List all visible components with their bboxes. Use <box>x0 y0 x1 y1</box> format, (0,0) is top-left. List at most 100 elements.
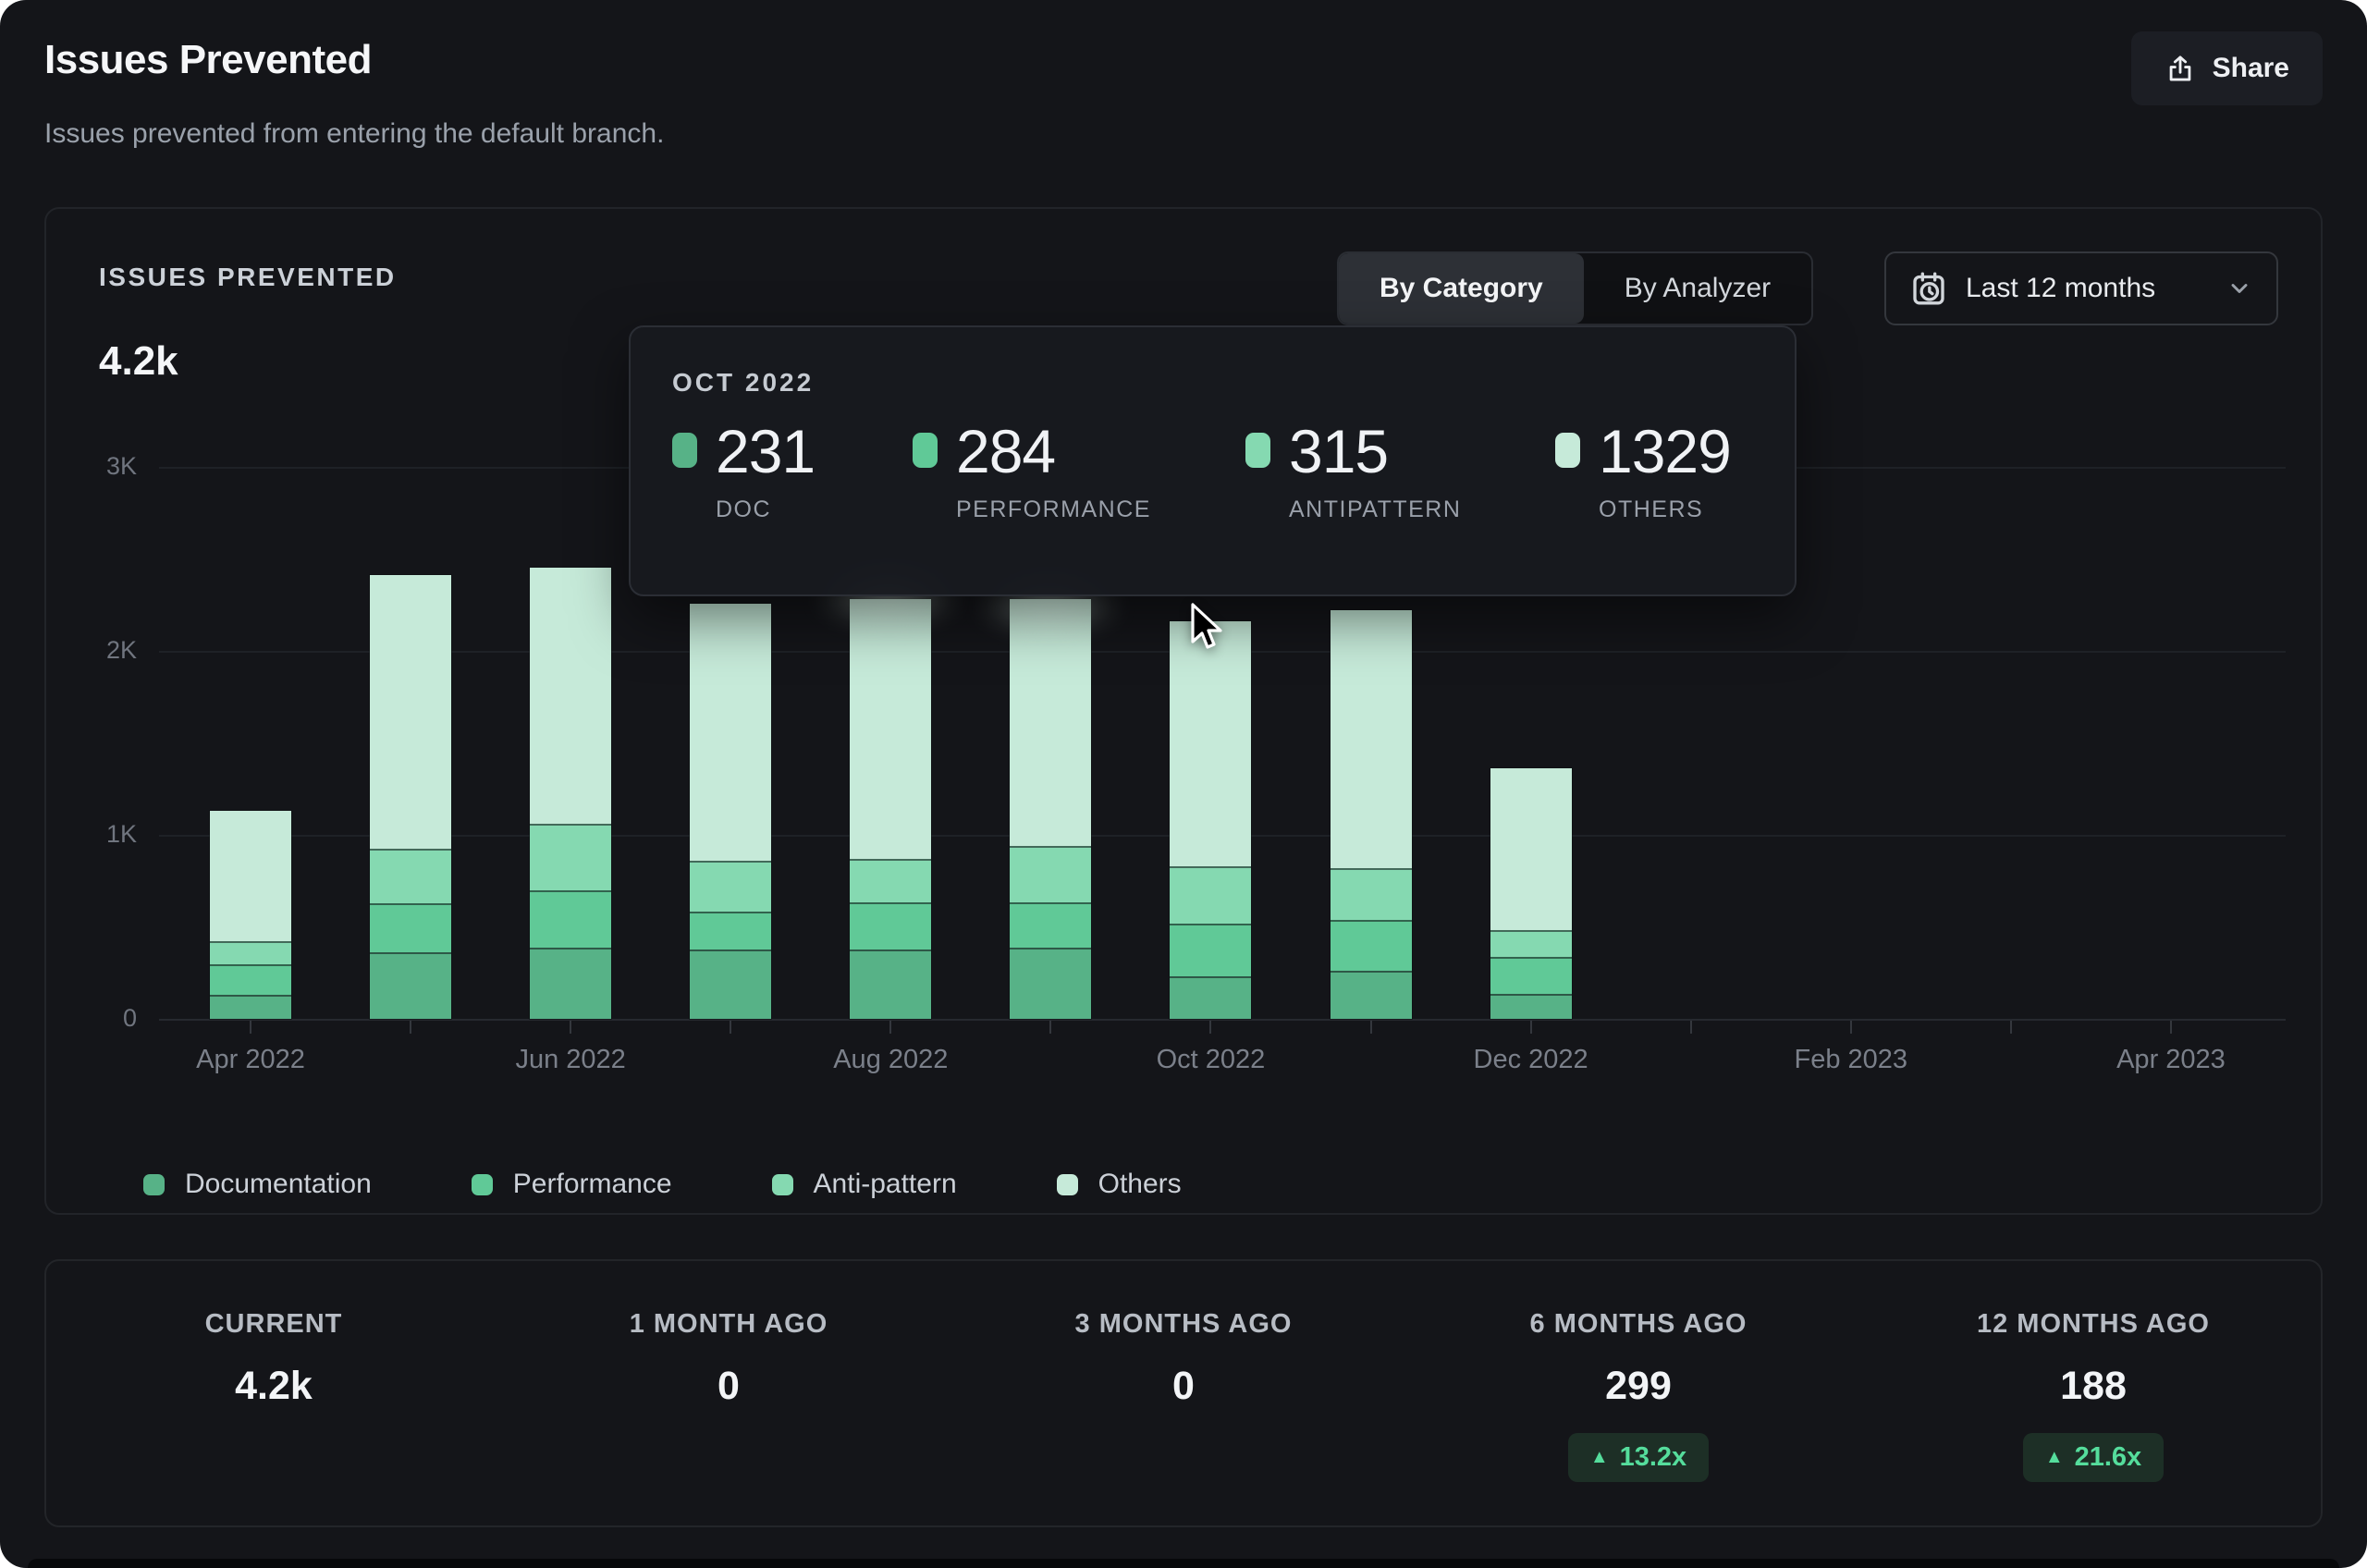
tooltip-stat-label: PERFORMANCE <box>956 496 1151 523</box>
x-axis-tick <box>1689 1021 1692 1034</box>
y-axis-label: 3K <box>105 452 137 480</box>
summary-column: 12 MONTHS AGO 188 ▲ 21.6x <box>1866 1309 2321 1482</box>
x-axis-label: Apr 2022 <box>196 1045 305 1074</box>
bar-oct-2022[interactable] <box>1170 621 1252 1019</box>
tooltip-color-chip <box>672 433 697 468</box>
page-title: Issues Prevented <box>44 37 372 82</box>
tooltip-stat-value: 315 <box>1289 417 1389 485</box>
x-axis-tick <box>250 1021 251 1034</box>
bar-segment-others <box>530 568 612 825</box>
tooltip-stat-row: 315 <box>1245 417 1461 485</box>
y-axis-label: 1K <box>105 820 137 848</box>
bar-apr-2022[interactable] <box>210 811 291 1019</box>
bar-segment-documentation <box>1490 994 1572 1019</box>
bar-segment-anti-pattern <box>1010 845 1092 902</box>
bar-may-2022[interactable] <box>370 575 452 1019</box>
summary-column: 3 MONTHS AGO 0 <box>956 1309 1411 1409</box>
tooltip-color-chip <box>913 433 938 468</box>
bar-segment-documentation <box>530 948 612 1019</box>
tab-by-category[interactable]: By Category <box>1339 253 1584 324</box>
x-axis-label: Apr 2023 <box>2116 1045 2226 1074</box>
x-axis-label: Aug 2022 <box>833 1045 949 1074</box>
bar-segment-others <box>1170 621 1252 866</box>
tooltip-stat-antipattern: 315 ANTIPATTERN <box>1245 417 1462 523</box>
tooltip-stat-value: 231 <box>716 417 816 485</box>
chart-view-tabs: By Category By Analyzer <box>1337 251 1814 325</box>
tooltip-stat-value: 284 <box>956 417 1056 485</box>
summary-stats-card: CURRENT 4.2k 1 MONTH AGO 0 3 MONTHS AGO 0 6 MO… <box>44 1259 2323 1527</box>
bar-segment-anti-pattern <box>1330 867 1412 920</box>
summary-column: 6 MONTHS AGO 299 ▲ 13.2x <box>1411 1309 1866 1482</box>
summary-value: 4.2k <box>235 1364 313 1408</box>
x-axis-tick <box>1049 1021 1052 1034</box>
bar-nov-2022[interactable] <box>1330 610 1412 1019</box>
bar-segment-others <box>850 599 932 859</box>
share-button[interactable]: Share <box>2130 31 2323 105</box>
summary-label: 1 MONTH AGO <box>629 1309 828 1339</box>
x-axis-label: Feb 2023 <box>1794 1045 1908 1074</box>
legend-color-chip <box>471 1173 493 1195</box>
bar-jun-2022[interactable] <box>530 568 612 1019</box>
legend-item-others[interactable]: Others <box>1056 1169 1182 1200</box>
legend-color-chip <box>143 1173 165 1195</box>
next-section-edge <box>28 1559 2339 1568</box>
bar-segment-performance <box>530 889 612 949</box>
legend-label: Documentation <box>185 1169 372 1199</box>
bar-segment-performance <box>1490 957 1572 995</box>
legend-color-chip <box>771 1173 793 1195</box>
legend-label: Others <box>1098 1169 1182 1199</box>
bar-sep-2022[interactable] <box>1010 599 1092 1019</box>
triangle-up-icon: ▲ <box>2044 1447 2064 1467</box>
bar-segment-others <box>210 811 291 942</box>
tooltip-stat-label: ANTIPATTERN <box>1289 496 1462 523</box>
date-range-value: Last 12 months <box>1966 273 2156 303</box>
tooltip-stat-row: 284 <box>913 417 1151 485</box>
calendar-clock-icon <box>1913 272 1944 305</box>
legend-item-anti-pattern[interactable]: Anti-pattern <box>771 1169 957 1200</box>
bar-segment-anti-pattern <box>210 941 291 965</box>
tooltip-month: OCT 2022 <box>672 368 815 397</box>
summary-value: 188 <box>2060 1364 2127 1408</box>
chart-title: ISSUES PREVENTED <box>99 263 397 291</box>
bar-segment-documentation <box>1010 948 1092 1019</box>
bar-segment-documentation <box>1330 971 1412 1019</box>
bar-segment-documentation <box>370 952 452 1019</box>
tooltip-stat-value: 1329 <box>1599 417 1732 485</box>
bar-segment-performance <box>690 911 772 950</box>
bar-segment-anti-pattern <box>1170 865 1252 925</box>
y-axis-label: 0 <box>122 1004 137 1032</box>
bar-segment-anti-pattern <box>530 824 612 890</box>
growth-badge: ▲ 21.6x <box>2022 1433 2165 1482</box>
legend-label: Performance <box>512 1169 672 1199</box>
share-icon <box>2169 55 2190 81</box>
x-axis-label: Jun 2022 <box>515 1045 626 1074</box>
x-axis-tick <box>410 1021 412 1034</box>
date-range-dropdown[interactable]: Last 12 months <box>1884 251 2278 325</box>
x-axis-label: Dec 2022 <box>1473 1045 1588 1074</box>
x-axis-label: Oct 2022 <box>1156 1045 1266 1074</box>
legend-item-documentation[interactable]: Documentation <box>143 1169 372 1200</box>
x-axis-tick <box>730 1021 732 1034</box>
x-axis-tick <box>1529 1021 1532 1034</box>
chart-tooltip: OCT 2022 231 DOC 284 PERFORMANCE 315 ANTIPATT… <box>629 325 1797 596</box>
bar-jul-2022[interactable] <box>690 604 772 1019</box>
x-axis-tick <box>1209 1021 1212 1034</box>
bar-segment-performance <box>1330 919 1412 972</box>
page-subtitle: Issues prevented from entering the defau… <box>44 118 665 149</box>
summary-value: 299 <box>1605 1364 1672 1408</box>
x-axis-line <box>159 1019 2286 1021</box>
x-axis-tick <box>889 1021 892 1034</box>
bar-segment-performance <box>210 964 291 996</box>
bar-segment-others <box>1330 610 1412 868</box>
bar-aug-2022[interactable] <box>850 599 932 1019</box>
bar-segment-others <box>370 575 452 849</box>
triangle-up-icon: ▲ <box>1589 1447 1609 1467</box>
legend-item-performance[interactable]: Performance <box>471 1169 672 1200</box>
legend-color-chip <box>1056 1173 1078 1195</box>
tooltip-color-chip <box>1555 433 1580 468</box>
legend-label: Anti-pattern <box>813 1169 957 1199</box>
tab-by-analyzer[interactable]: By Analyzer <box>1624 273 1772 303</box>
summary-value: 0 <box>717 1364 740 1408</box>
mouse-cursor <box>1191 603 1222 649</box>
bar-dec-2022[interactable] <box>1490 768 1572 1019</box>
